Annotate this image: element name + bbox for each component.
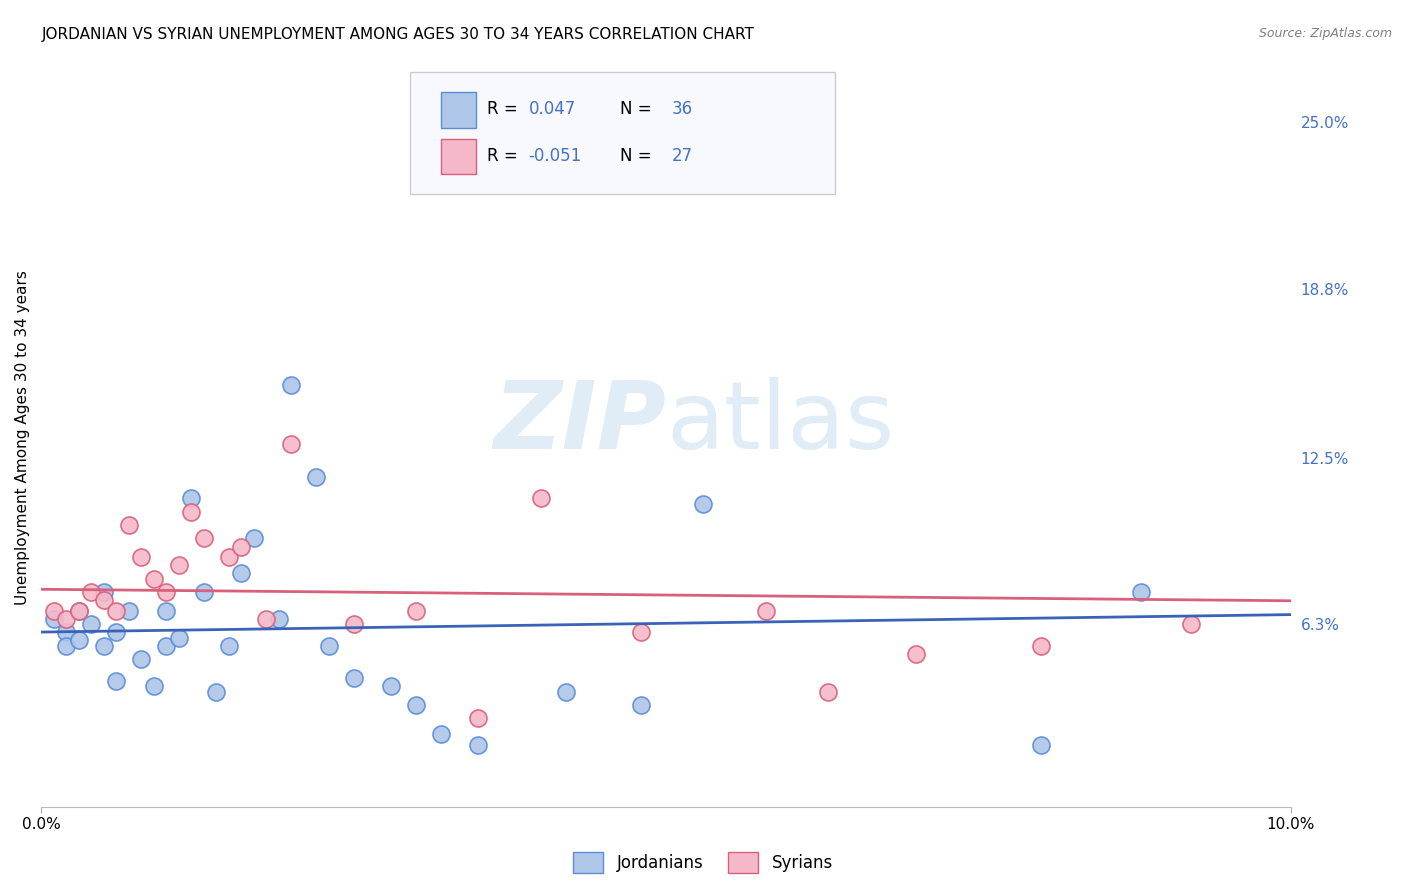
- Point: [817, 684, 839, 698]
- Point: [42, 612, 65, 626]
- Point: [129, 550, 152, 565]
- Point: [155, 604, 177, 618]
- Point: [67, 604, 90, 618]
- Point: [755, 604, 778, 618]
- Point: [67, 604, 90, 618]
- Point: [229, 566, 252, 581]
- Point: [229, 540, 252, 554]
- Point: [555, 684, 578, 698]
- Point: [280, 378, 302, 392]
- Point: [280, 437, 302, 451]
- Point: [1029, 738, 1052, 752]
- Point: [254, 612, 277, 626]
- Point: [93, 593, 115, 607]
- Legend: , : ,: [813, 77, 883, 159]
- Point: [530, 491, 553, 505]
- Point: [105, 604, 128, 618]
- Text: R =: R =: [488, 100, 523, 118]
- Point: [155, 585, 177, 599]
- Point: [55, 612, 77, 626]
- Point: [67, 633, 90, 648]
- FancyBboxPatch shape: [441, 138, 477, 174]
- Point: [405, 604, 427, 618]
- Point: [129, 652, 152, 666]
- Point: [630, 698, 652, 712]
- Point: [1029, 639, 1052, 653]
- Point: [692, 497, 714, 511]
- Text: N =: N =: [620, 146, 657, 165]
- Point: [167, 558, 190, 573]
- Point: [117, 518, 139, 533]
- Point: [267, 612, 290, 626]
- Point: [630, 625, 652, 640]
- Point: [117, 604, 139, 618]
- Point: [93, 585, 115, 599]
- Point: [218, 639, 240, 653]
- Text: N =: N =: [620, 100, 657, 118]
- Point: [105, 625, 128, 640]
- Point: [93, 639, 115, 653]
- Point: [142, 572, 165, 586]
- Point: [305, 469, 328, 483]
- Point: [380, 679, 402, 693]
- Text: JORDANIAN VS SYRIAN UNEMPLOYMENT AMONG AGES 30 TO 34 YEARS CORRELATION CHART: JORDANIAN VS SYRIAN UNEMPLOYMENT AMONG A…: [42, 27, 755, 42]
- Point: [80, 585, 103, 599]
- Point: [105, 673, 128, 688]
- Point: [55, 639, 77, 653]
- Point: [55, 625, 77, 640]
- Text: -0.051: -0.051: [529, 146, 582, 165]
- Point: [180, 505, 202, 519]
- Point: [42, 604, 65, 618]
- Point: [218, 550, 240, 565]
- Point: [80, 617, 103, 632]
- Point: [205, 684, 228, 698]
- Text: atlas: atlas: [666, 377, 894, 469]
- Point: [467, 711, 489, 725]
- Point: [155, 639, 177, 653]
- Legend: Jordanians, Syrians: Jordanians, Syrians: [567, 846, 839, 880]
- Text: ZIP: ZIP: [494, 377, 666, 469]
- Point: [1180, 617, 1202, 632]
- Text: 27: 27: [672, 146, 693, 165]
- Y-axis label: Unemployment Among Ages 30 to 34 years: Unemployment Among Ages 30 to 34 years: [15, 270, 30, 605]
- Point: [193, 585, 215, 599]
- Text: 0.047: 0.047: [529, 100, 575, 118]
- Point: [467, 738, 489, 752]
- Point: [904, 647, 927, 661]
- Point: [318, 639, 340, 653]
- Point: [430, 727, 453, 741]
- Point: [342, 617, 364, 632]
- FancyBboxPatch shape: [441, 92, 477, 128]
- Point: [167, 631, 190, 645]
- Point: [405, 698, 427, 712]
- FancyBboxPatch shape: [409, 72, 835, 194]
- Point: [242, 532, 264, 546]
- Text: Source: ZipAtlas.com: Source: ZipAtlas.com: [1258, 27, 1392, 40]
- Text: R =: R =: [488, 146, 523, 165]
- Text: 36: 36: [672, 100, 693, 118]
- Point: [1129, 585, 1152, 599]
- Point: [193, 532, 215, 546]
- Point: [342, 671, 364, 685]
- Point: [142, 679, 165, 693]
- Point: [180, 491, 202, 505]
